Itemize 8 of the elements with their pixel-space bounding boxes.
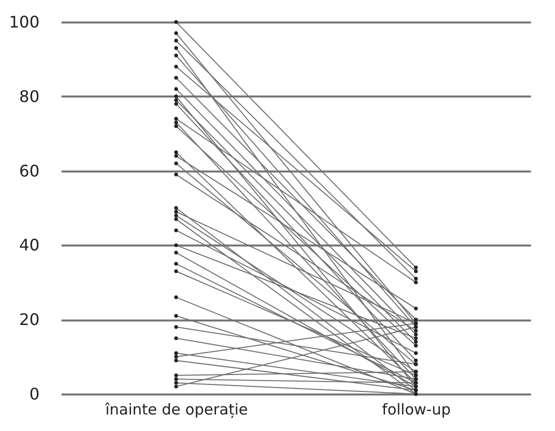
x-tick-label: follow-up bbox=[382, 400, 451, 418]
y-tick-label: 20 bbox=[19, 310, 40, 330]
y-tick-label: 100 bbox=[8, 12, 40, 32]
x-tick-label: înainte de operație bbox=[104, 400, 248, 418]
y-tick-label: 0 bbox=[29, 384, 40, 404]
y-tick-label: 80 bbox=[19, 86, 40, 106]
y-tick-label: 40 bbox=[19, 236, 40, 255]
y-tick-label: 60 bbox=[19, 161, 40, 180]
